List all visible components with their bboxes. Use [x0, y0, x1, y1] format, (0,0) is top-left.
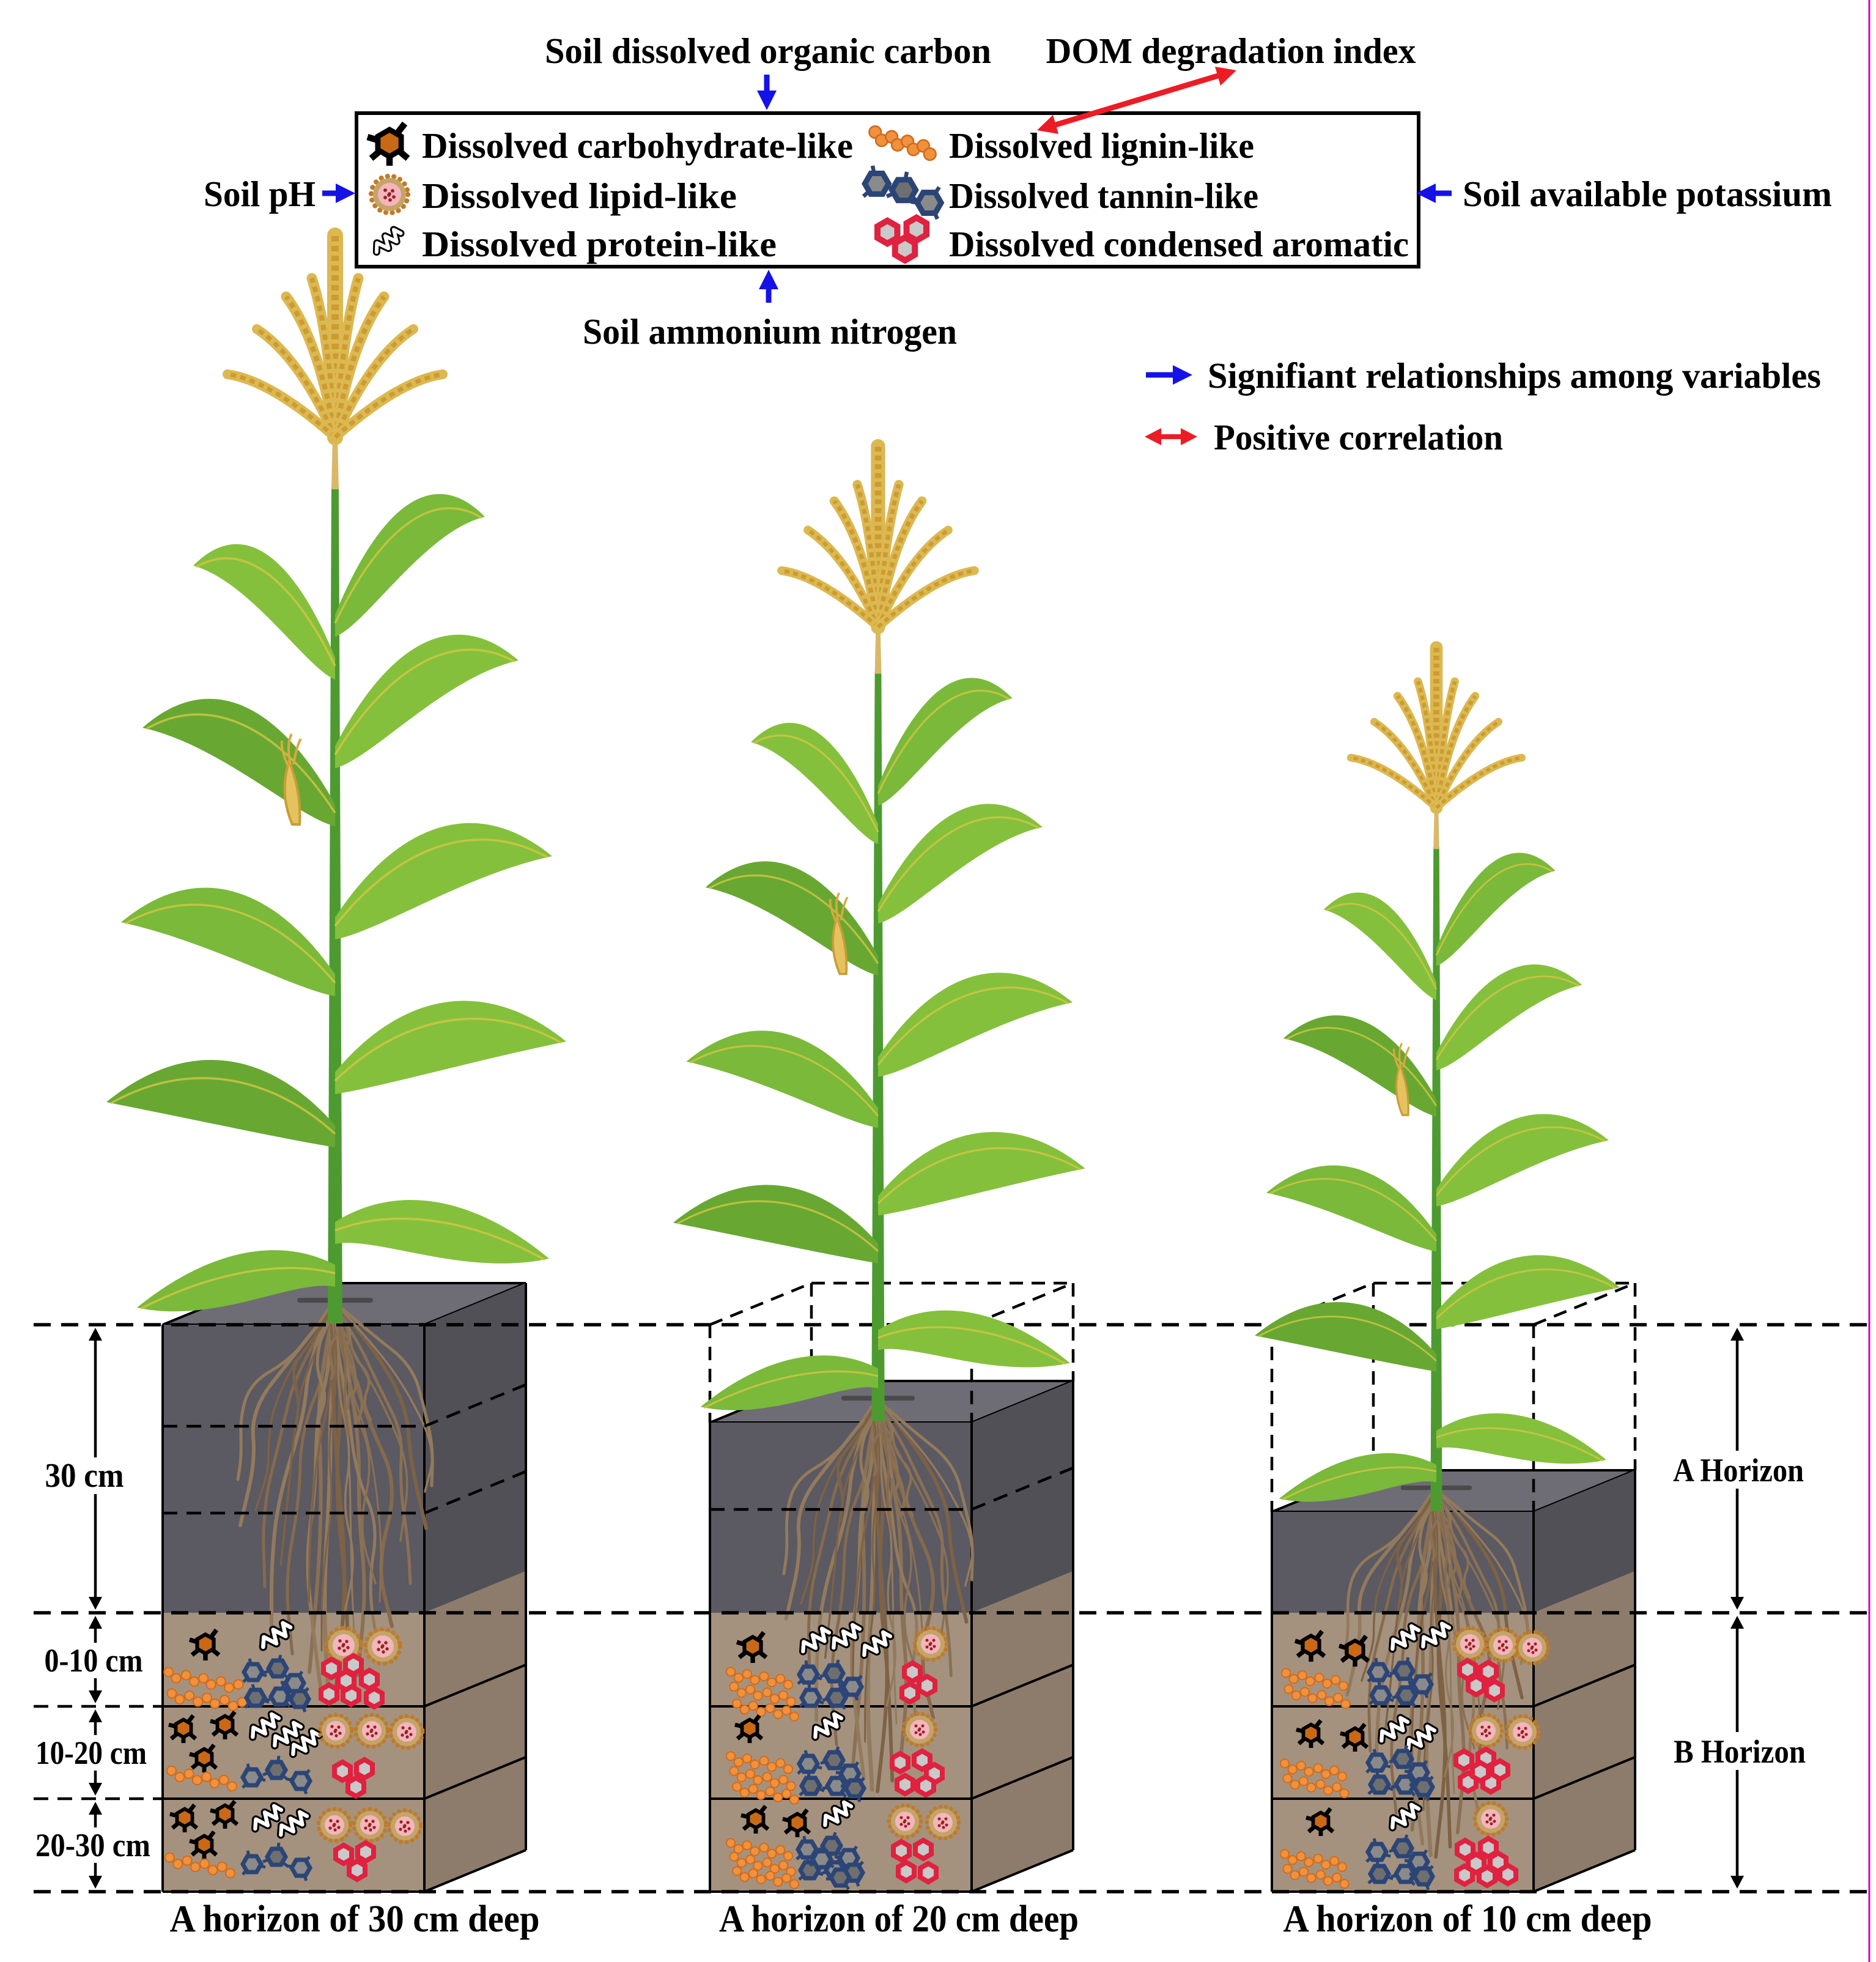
svg-text:A horizon of 10 cm deep: A horizon of 10 cm deep: [1283, 1898, 1652, 1940]
svg-text:A horizon of 20 cm deep: A horizon of 20 cm deep: [719, 1898, 1079, 1940]
svg-text:30 cm: 30 cm: [45, 1457, 124, 1495]
svg-text:Dissolved tannin-like: Dissolved tannin-like: [949, 176, 1258, 216]
svg-text:Soil dissolved organic carbon: Soil dissolved organic carbon: [545, 31, 991, 71]
svg-text:10-20 cm: 10-20 cm: [35, 1734, 147, 1771]
svg-text:Dissolved carbohydrate-like: Dissolved carbohydrate-like: [422, 125, 853, 166]
svg-text:Signifiant relationships among: Signifiant relationships among variables: [1208, 355, 1821, 396]
svg-text:B Horizon: B Horizon: [1674, 1733, 1806, 1770]
svg-text:20-30 cm: 20-30 cm: [35, 1827, 150, 1864]
svg-text:Dissolved condensed aromatic: Dissolved condensed aromatic: [949, 224, 1409, 264]
svg-text:Dissolved lipid-like: Dissolved lipid-like: [422, 176, 737, 216]
svg-text:Soil pH: Soil pH: [204, 174, 316, 214]
svg-text:Positive correlation: Positive correlation: [1214, 417, 1503, 457]
svg-text:0-10 cm: 0-10 cm: [45, 1642, 143, 1679]
svg-text:A horizon of 30 cm deep: A horizon of 30 cm deep: [170, 1898, 540, 1940]
svg-text:Soil ammonium nitrogen: Soil ammonium nitrogen: [583, 311, 957, 352]
svg-text:A Horizon: A Horizon: [1673, 1452, 1804, 1489]
svg-text:DOM degradation index: DOM degradation index: [1046, 31, 1416, 71]
svg-text:Soil available potassium: Soil available potassium: [1463, 174, 1832, 214]
svg-text:Dissolved lignin-like: Dissolved lignin-like: [949, 125, 1254, 166]
svg-text:Dissolved protein-like: Dissolved protein-like: [422, 224, 777, 264]
